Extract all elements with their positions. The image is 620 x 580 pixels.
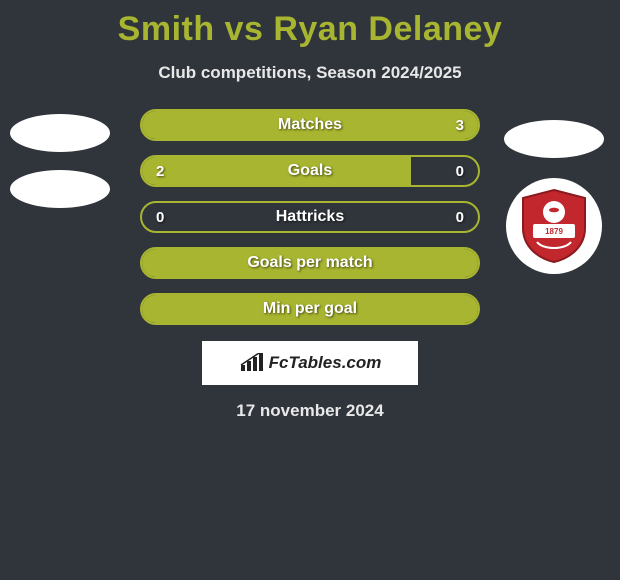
date-label: 17 november 2024 — [0, 401, 620, 421]
stat-label: Matches — [278, 116, 342, 134]
stat-row: Matches 3 — [140, 109, 480, 141]
avatar-placeholder-oval — [10, 170, 110, 208]
subtitle: Club competitions, Season 2024/2025 — [0, 63, 620, 83]
logo-text: FcTables.com — [269, 353, 382, 373]
stat-row: Min per goal — [140, 293, 480, 325]
svg-text:1879: 1879 — [545, 227, 563, 236]
stat-label: Goals — [288, 162, 332, 180]
stat-value-left: 0 — [156, 209, 164, 226]
stat-value-right: 3 — [456, 117, 464, 134]
shield-icon: 1879 — [519, 188, 589, 264]
bars-icon — [239, 353, 265, 373]
stat-row: Goals per match — [140, 247, 480, 279]
stat-label: Goals per match — [247, 254, 372, 272]
player-right-avatar: 1879 — [504, 120, 604, 274]
stat-label: Hattricks — [276, 208, 344, 226]
fctables-logo: FcTables.com — [202, 341, 418, 385]
stat-fill-left — [142, 157, 411, 185]
page-title: Smith vs Ryan Delaney — [0, 0, 620, 49]
player-left-avatar — [10, 114, 110, 214]
club-badge: 1879 — [506, 178, 602, 274]
stat-value-right: 0 — [456, 209, 464, 226]
stat-value-right: 0 — [456, 163, 464, 180]
avatar-placeholder-oval — [10, 114, 110, 152]
stat-label: Min per goal — [263, 300, 357, 318]
stat-value-left: 2 — [156, 163, 164, 180]
avatar-placeholder-oval — [504, 120, 604, 158]
stat-row: 2 Goals 0 — [140, 155, 480, 187]
stat-row: 0 Hattricks 0 — [140, 201, 480, 233]
